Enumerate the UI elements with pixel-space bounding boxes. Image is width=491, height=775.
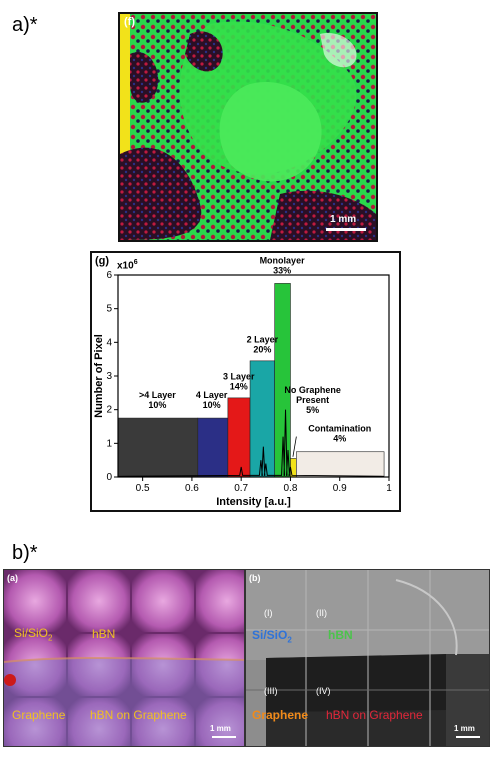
annotation-1-line-1: 10% (203, 400, 221, 410)
annotation-2-line-1: 14% (230, 381, 248, 391)
label-sio2-b-sub: 2 (287, 635, 292, 645)
label-hbn-a: hBN (92, 627, 116, 641)
x-tick-label-2: 0.7 (234, 483, 248, 494)
panel-b-gray-image: (b) (I) (II) (III) (IV) Si/SiO2 hBN Grap… (245, 569, 490, 747)
panel-a-scale-bar (212, 736, 236, 738)
annotation-pointer (292, 436, 297, 457)
annotation-5-line-2: 5% (306, 405, 319, 415)
y-multiplier: x106 (117, 259, 138, 271)
panel-f-letter: (f) (124, 16, 135, 28)
histogram-bar-6 (296, 451, 385, 478)
x-axis-label: Intensity [a.u.] (216, 496, 291, 508)
optical-image (4, 570, 244, 746)
histogram-spike-curve (117, 409, 385, 477)
roman-ii: (II) (316, 608, 327, 618)
y-tick-label-4: 4 (106, 337, 112, 348)
label-graphene-a: Graphene (12, 708, 66, 722)
roman-iv: (IV) (316, 686, 331, 696)
histogram-chart: 0.5 0.6 0.7 0.8 0.9 1 0 1 2 3 4 5 6 Intensity [a.u.] N… (93, 255, 392, 508)
annotation-3-line-0: 2 Layer (247, 334, 279, 344)
roman-i: (I) (264, 608, 273, 618)
y-tick-label-0: 0 (106, 472, 112, 483)
annotation-0-line-1: 10% (148, 400, 166, 410)
annotation-5-line-1: Present (296, 395, 329, 405)
annotation-2-line-0: 3 Layer (223, 371, 255, 381)
roman-iii: (III) (264, 686, 278, 696)
histogram-bar-2 (227, 397, 251, 478)
x-tick-label-0: 0.5 (136, 483, 150, 494)
label-hbn-graphene-a: hBN on Graphene (90, 708, 187, 722)
label-sio2-a-text: Si/SiO (14, 626, 49, 640)
panel-g-letter: (g) (95, 255, 110, 267)
y-multiplier-exponent: 6 (133, 259, 138, 266)
y-tick-label-6: 6 (106, 270, 112, 281)
y-tick-label-3: 3 (106, 371, 112, 382)
annotation-5-line-0: No Graphene (284, 385, 341, 395)
annotation-4-line-1: 33% (273, 265, 291, 275)
figure-label-b: b)* (12, 542, 38, 564)
histogram-bar-0 (117, 417, 199, 478)
histogram-bar-1 (197, 417, 229, 478)
y-tick-label-2: 2 (106, 405, 112, 416)
panel-f-scale-bar (326, 228, 366, 231)
panel-f-scale-label: 1 mm (330, 214, 357, 225)
label-sio2-b: Si/SiO2 (252, 628, 292, 644)
annotation-0-line-0: >4 Layer (139, 390, 176, 400)
label-hbn-graphene-b: hBN on Graphene (326, 708, 423, 722)
annotation-6-line-0: Contamination (308, 424, 371, 434)
panel-b-scale-label: 1 mm (454, 724, 475, 733)
panel-a-letter: (a) (7, 573, 18, 583)
y-axis-label: Number of Pixel (93, 334, 105, 418)
label-graphene-b: Graphene (252, 708, 309, 722)
annotation-1-line-0: 4 Layer (196, 390, 228, 400)
annotation-3-line-1: 20% (253, 344, 271, 354)
panel-b-letter: (b) (249, 573, 261, 583)
panel-a-scale-label: 1 mm (210, 724, 231, 733)
label-hbn-b: hBN (328, 628, 353, 642)
panel-b-scale-bar (456, 736, 480, 738)
y-multiplier-base: x10 (117, 260, 134, 272)
y-tick-label-5: 5 (106, 304, 112, 315)
x-tick-label-1: 0.6 (185, 483, 199, 494)
figure-label-a: a)* (12, 14, 38, 36)
annotation-6-line-1: 4% (333, 434, 346, 444)
x-tick-label-4: 0.9 (333, 483, 347, 494)
panel-a-optical-image: (a) Si/SiO2 hBN Graphene hBN on Graphene… (3, 569, 245, 747)
annotation-4-line-0: Monolayer (260, 255, 306, 265)
x-tick-label-3: 0.8 (284, 483, 298, 494)
panel-g-histogram: 0.5 0.6 0.7 0.8 0.9 1 0 1 2 3 4 5 6 Intensity [a.u.] N… (90, 251, 401, 512)
y-tick-label-1: 1 (106, 438, 112, 449)
gray-image (246, 570, 489, 746)
label-sio2-b-text: Si/SiO (252, 628, 288, 642)
label-sio2-a-sub: 2 (48, 633, 53, 643)
panel-f-segmentation-map: (f) 1 mm (118, 12, 378, 242)
segmentation-image (120, 14, 376, 240)
label-sio2-a: Si/SiO2 (14, 626, 52, 642)
x-tick-label-5: 1 (386, 483, 392, 494)
